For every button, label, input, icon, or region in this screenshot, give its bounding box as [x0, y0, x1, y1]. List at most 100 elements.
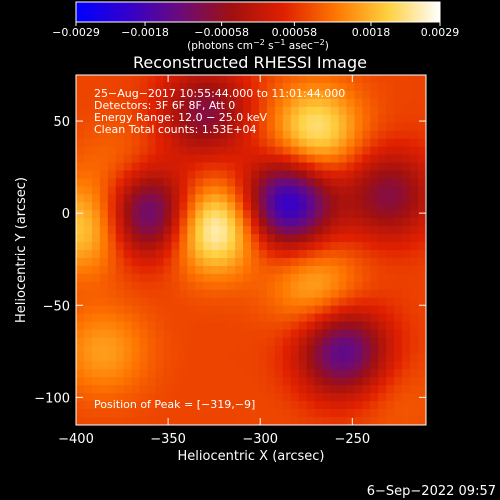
heatmap-cell	[282, 170, 292, 179]
heatmap-cell	[219, 75, 228, 84]
heatmap-cell	[346, 122, 355, 132]
heatmap-cell	[338, 242, 347, 251]
heatmap-cell	[338, 226, 347, 235]
heatmap-cell	[314, 329, 324, 338]
heatmap-cell	[107, 369, 117, 378]
heatmap-cell	[179, 409, 188, 418]
heatmap-cell	[274, 257, 284, 267]
heatmap-cell	[346, 210, 355, 219]
heatmap-cell	[346, 321, 355, 331]
heatmap-cell	[107, 138, 117, 148]
heatmap-cell	[179, 401, 188, 410]
heatmap-cell	[274, 170, 284, 179]
heatmap-cell	[131, 186, 141, 195]
heatmap-cell	[274, 393, 284, 402]
heatmap-cell	[227, 82, 236, 92]
heatmap-cell	[330, 321, 339, 331]
heatmap-cell	[91, 226, 101, 235]
heatmap-cell	[171, 361, 180, 370]
heatmap-cell	[251, 393, 260, 402]
heatmap-cell	[418, 178, 427, 187]
heatmap-cell	[227, 250, 236, 259]
heatmap-cell	[394, 409, 403, 418]
heatmap-cell	[139, 305, 149, 315]
heatmap-cell	[370, 297, 379, 307]
heatmap-cell	[195, 313, 204, 323]
heatmap-cell	[314, 186, 324, 195]
heatmap-cell	[322, 257, 332, 267]
heatmap-cell	[83, 313, 93, 323]
heatmap-cell	[76, 289, 85, 299]
heatmap-cell	[147, 409, 157, 418]
heatmap-cell	[171, 369, 180, 378]
heatmap-cell	[227, 329, 236, 338]
heatmap-cell	[187, 305, 196, 315]
heatmap-cell	[187, 226, 196, 235]
heatmap-cell	[266, 313, 276, 323]
heatmap-cell	[314, 313, 324, 323]
heatmap-cell	[243, 337, 252, 346]
heatmap-cell	[394, 369, 403, 378]
heatmap-cell	[235, 409, 244, 418]
heatmap-cell	[274, 289, 284, 299]
heatmap-cell	[147, 210, 157, 219]
heatmap-cell	[203, 122, 212, 132]
heatmap-cell	[346, 313, 355, 323]
heatmap-cell	[314, 345, 324, 354]
heatmap-cell	[131, 281, 141, 291]
heatmap-cell	[171, 417, 180, 426]
heatmap-cell	[314, 409, 324, 418]
heatmap-cell	[251, 226, 260, 235]
heatmap-cell	[147, 281, 157, 291]
heatmap-cell	[258, 75, 268, 84]
heatmap-cell	[203, 297, 212, 307]
heatmap-cell	[187, 281, 196, 291]
heatmap-cell	[99, 82, 109, 92]
heatmap-cell	[147, 218, 157, 227]
heatmap-cell	[243, 242, 252, 251]
heatmap-cell	[139, 138, 149, 148]
heatmap-cell	[99, 401, 109, 410]
heatmap-cell	[187, 170, 196, 179]
heatmap-cell	[338, 234, 347, 243]
heatmap-cell	[155, 369, 164, 378]
heatmap-cell	[322, 146, 332, 156]
heatmap-cell	[314, 369, 324, 378]
heatmap-cell	[418, 329, 427, 338]
heatmap-cell	[203, 409, 212, 418]
heatmap-cell	[76, 313, 85, 323]
heatmap-cell	[418, 409, 427, 418]
heatmap-cell	[378, 265, 387, 275]
heatmap-cell	[171, 401, 180, 410]
heatmap-cell	[171, 265, 180, 275]
heatmap-cell	[306, 401, 316, 410]
heatmap-cell	[330, 170, 339, 179]
heatmap-cell	[298, 138, 308, 148]
heatmap-cell	[258, 98, 268, 108]
heatmap-cell	[282, 369, 292, 378]
heatmap-cell	[338, 90, 347, 100]
heatmap-cell	[282, 250, 292, 259]
heatmap-cell	[219, 257, 228, 267]
heatmap-cell	[155, 106, 164, 116]
heatmap-cell	[394, 138, 403, 148]
heatmap-cell	[354, 90, 363, 100]
heatmap-cell	[219, 106, 228, 116]
heatmap-cell	[163, 186, 172, 195]
heatmap-cell	[243, 186, 252, 195]
heatmap-cell	[99, 385, 109, 394]
heatmap-cell	[91, 377, 101, 386]
heatmap-cell	[274, 417, 284, 426]
heatmap-cell	[171, 393, 180, 402]
heatmap-cell	[227, 337, 236, 346]
heatmap-cell	[211, 305, 220, 315]
heatmap-cell	[219, 281, 228, 291]
heatmap-cell	[203, 75, 212, 84]
heatmap-cell	[155, 210, 164, 219]
heatmap-cell	[219, 329, 228, 338]
heatmap-cell	[83, 90, 93, 100]
heatmap-cell	[314, 401, 324, 410]
heatmap-cell	[266, 369, 276, 378]
heatmap-cell	[131, 321, 141, 331]
heatmap-cell	[195, 329, 204, 338]
